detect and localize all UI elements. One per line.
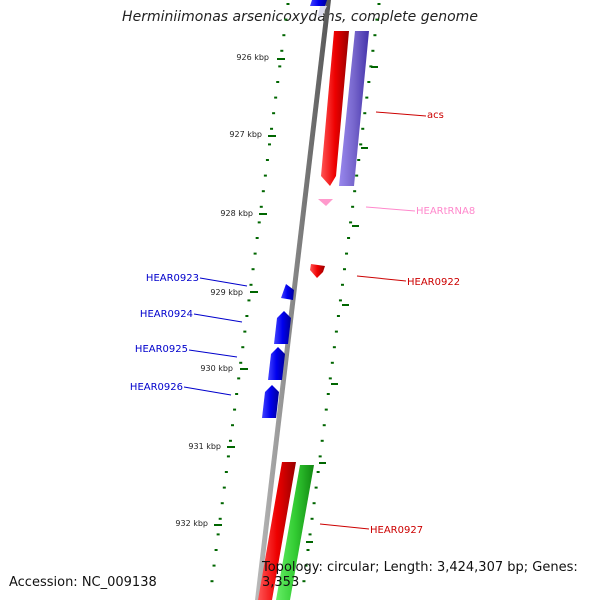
scale-tick-label: 932 kbp bbox=[175, 519, 208, 528]
gene-hear0926[interactable] bbox=[262, 385, 279, 418]
cog-feature-hear0927[interactable] bbox=[276, 465, 314, 600]
gene-label-hear0924[interactable]: HEAR0924 bbox=[140, 309, 193, 320]
scale-tick-929: 929 kbp bbox=[210, 288, 258, 297]
gene-hear0925[interactable] bbox=[268, 347, 285, 380]
gene-hear0924[interactable] bbox=[274, 311, 291, 344]
scale-tick-927: 927 kbp bbox=[229, 130, 276, 139]
gene-label-heartrna8[interactable]: HEARtRNA8 bbox=[416, 206, 475, 217]
gene-label-hear0922[interactable]: HEAR0922 bbox=[407, 277, 460, 288]
topology-text: Topology: circular; Length: 3,424,307 bp… bbox=[262, 560, 578, 590]
gene-label-hear0925[interactable]: HEAR0925 bbox=[135, 344, 188, 355]
genome-title: Herminiimonas arsenicoxydans, complete g… bbox=[122, 9, 478, 25]
scale-tick-label: 928 kbp bbox=[220, 209, 253, 218]
cog-feature-acs[interactable] bbox=[339, 31, 369, 186]
gene-hear0927[interactable] bbox=[258, 462, 296, 600]
scale-tick-930: 930 kbp bbox=[200, 364, 248, 373]
outer-major-ticks bbox=[306, 66, 378, 543]
gene-label-hear0927[interactable]: HEAR0927 bbox=[370, 525, 423, 536]
accession-text: Accession: NC_009138 bbox=[9, 575, 157, 590]
scale-tick-label: 931 kbp bbox=[188, 442, 221, 451]
scale-tick-label: 927 kbp bbox=[229, 130, 262, 139]
gene-label-hear0923[interactable]: HEAR0923 bbox=[146, 273, 199, 284]
gene-hear0923[interactable] bbox=[281, 284, 294, 300]
gene-label-hear0926[interactable]: HEAR0926 bbox=[130, 382, 183, 393]
gene-top-partial[interactable] bbox=[310, 0, 327, 16]
scale-tick-label: 930 kbp bbox=[200, 364, 233, 373]
minor-ticks bbox=[210, 3, 381, 583]
gene-hear0922[interactable] bbox=[310, 264, 325, 278]
scale-tick-label: 926 kbp bbox=[236, 53, 269, 62]
label-leaders bbox=[183, 111, 427, 530]
gene-acs[interactable] bbox=[321, 31, 349, 186]
scale-tick-931: 931 kbp bbox=[188, 442, 235, 451]
scale-tick-label: 929 kbp bbox=[210, 288, 243, 297]
scale-tick-926: 926 kbp bbox=[236, 53, 285, 62]
scale-tick-932: 932 kbp bbox=[175, 519, 222, 528]
gene-heartrna8[interactable] bbox=[318, 199, 333, 206]
gene-label-acs[interactable]: acs bbox=[427, 110, 444, 121]
scale-tick-928: 928 kbp bbox=[220, 209, 267, 218]
